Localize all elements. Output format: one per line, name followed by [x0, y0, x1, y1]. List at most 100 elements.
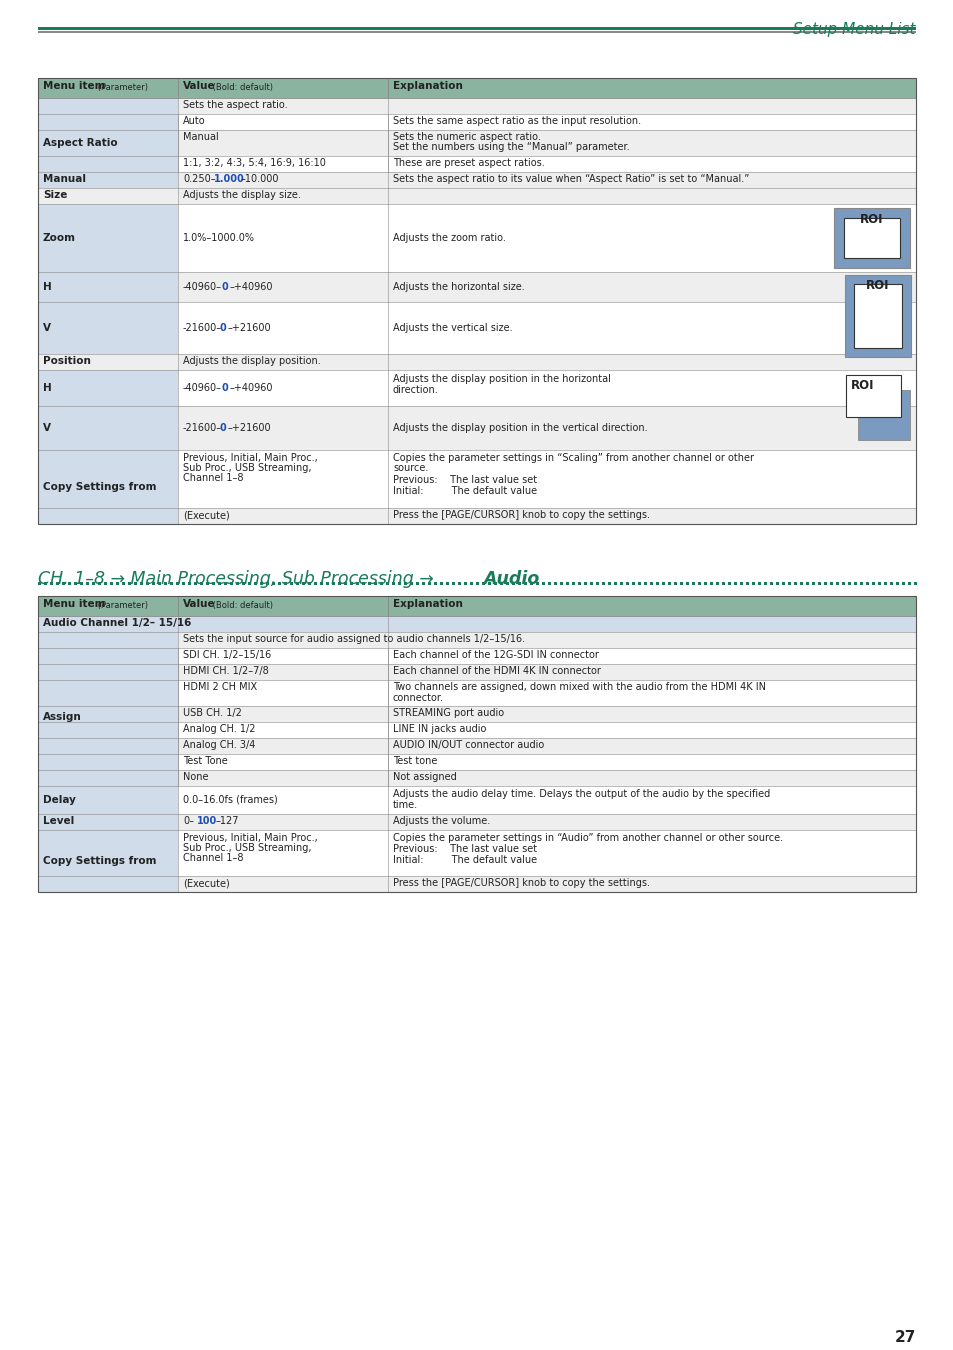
Text: -21600–: -21600– — [183, 323, 222, 333]
Bar — [388, 722, 915, 738]
Bar — [242, 582, 245, 585]
Bar — [481, 582, 484, 585]
Bar — [565, 582, 568, 585]
Text: –+40960: –+40960 — [230, 383, 274, 393]
Text: H: H — [43, 282, 51, 292]
Text: -40960–: -40960– — [183, 282, 222, 292]
Text: Press the [PAGE/CURSOR] knob to copy the settings.: Press the [PAGE/CURSOR] knob to copy the… — [393, 510, 649, 520]
Bar — [476, 582, 478, 585]
Bar — [38, 722, 178, 738]
Bar — [596, 582, 598, 585]
Bar — [709, 582, 712, 585]
Text: Copy Settings from: Copy Settings from — [43, 856, 156, 865]
Bar — [844, 275, 910, 356]
Bar — [91, 582, 95, 585]
Bar — [428, 582, 431, 585]
Bar — [178, 876, 388, 892]
Bar — [703, 582, 706, 585]
Bar — [178, 769, 388, 786]
Bar — [38, 204, 178, 271]
Text: (Execute): (Execute) — [183, 878, 230, 888]
Bar — [178, 508, 388, 524]
Bar — [178, 786, 388, 814]
Text: Adjusts the display position in the vertical direction.: Adjusts the display position in the vert… — [393, 423, 647, 433]
Text: Value: Value — [183, 599, 215, 609]
Bar — [272, 582, 274, 585]
Bar — [853, 284, 901, 348]
Text: Explanation: Explanation — [393, 599, 462, 609]
Bar — [38, 582, 41, 585]
Text: Sets the aspect ratio to its value when “Aspect Ratio” is set to “Manual.”: Sets the aspect ratio to its value when … — [393, 174, 749, 184]
Bar — [403, 582, 407, 585]
Bar — [178, 271, 388, 302]
Bar — [877, 582, 880, 585]
Bar — [631, 582, 635, 585]
Bar — [38, 113, 178, 130]
Text: None: None — [183, 772, 209, 782]
Bar — [332, 582, 335, 585]
Bar — [38, 706, 178, 722]
Text: Test tone: Test tone — [393, 756, 436, 765]
Bar — [260, 582, 263, 585]
Bar — [853, 582, 856, 585]
Bar — [38, 406, 178, 450]
Bar — [302, 582, 305, 585]
Bar — [38, 370, 178, 406]
Bar — [224, 582, 227, 585]
Text: Two channels are assigned, down mixed with the audio from the HDMI 4K IN: Two channels are assigned, down mixed wi… — [393, 682, 765, 693]
Text: –+21600: –+21600 — [228, 323, 272, 333]
Bar — [38, 680, 178, 706]
Bar — [410, 582, 413, 585]
Bar — [859, 582, 862, 585]
Bar — [38, 632, 178, 648]
Bar — [38, 271, 178, 302]
Bar — [388, 204, 915, 271]
Text: Adjusts the display size.: Adjusts the display size. — [183, 190, 300, 200]
Text: H: H — [43, 383, 51, 393]
Bar — [38, 31, 915, 32]
Text: Adjusts the display position in the horizontal: Adjusts the display position in the hori… — [393, 374, 610, 383]
Bar — [781, 582, 784, 585]
Bar — [152, 582, 154, 585]
Bar — [679, 582, 682, 585]
Text: Sets the numeric aspect ratio.: Sets the numeric aspect ratio. — [393, 132, 540, 142]
Bar — [388, 738, 915, 755]
Bar — [38, 78, 915, 99]
Bar — [625, 582, 628, 585]
Bar — [733, 582, 737, 585]
Bar — [638, 582, 640, 585]
Bar — [889, 582, 892, 585]
Bar — [337, 582, 340, 585]
Bar — [74, 582, 77, 585]
Bar — [178, 664, 388, 680]
Bar — [178, 171, 388, 188]
Text: –10.000: –10.000 — [241, 174, 279, 184]
Bar — [38, 99, 178, 113]
Bar — [607, 582, 610, 585]
Text: 0–: 0– — [183, 815, 193, 826]
Bar — [355, 582, 358, 585]
Bar — [212, 582, 214, 585]
Bar — [284, 582, 287, 585]
Bar — [517, 582, 520, 585]
Bar — [178, 722, 388, 738]
Bar — [38, 648, 178, 664]
Text: Adjusts the display position.: Adjusts the display position. — [183, 356, 320, 366]
Bar — [388, 157, 915, 171]
Text: Zoom: Zoom — [43, 234, 76, 243]
Text: Menu item: Menu item — [43, 599, 106, 609]
Bar — [775, 582, 779, 585]
Bar — [38, 755, 178, 770]
Bar — [38, 302, 178, 354]
Bar — [38, 171, 178, 188]
Text: Copy Settings from: Copy Settings from — [43, 482, 156, 491]
Bar — [452, 582, 455, 585]
Bar — [218, 582, 221, 585]
Text: Audio Channel 1/2– 15/16: Audio Channel 1/2– 15/16 — [43, 618, 192, 628]
Bar — [388, 876, 915, 892]
Text: Sets the aspect ratio.: Sets the aspect ratio. — [183, 100, 287, 109]
Text: –+40960: –+40960 — [230, 282, 274, 292]
Bar — [38, 648, 178, 786]
Text: Position: Position — [43, 356, 91, 366]
Text: Level: Level — [43, 815, 74, 826]
